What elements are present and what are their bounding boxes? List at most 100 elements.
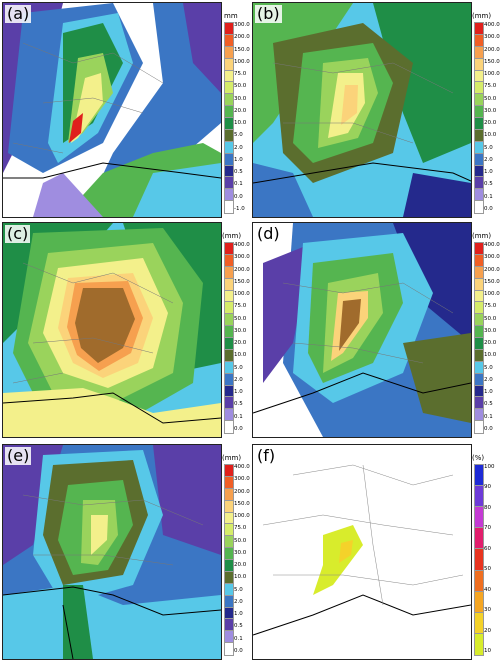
colorbar-d-tick: 5.0 xyxy=(484,364,493,371)
colorbar-c-tick: 400.0 xyxy=(234,242,250,248)
precip-map-b xyxy=(253,3,471,217)
colorbar-e-tick: 2.0 xyxy=(234,598,243,605)
colorbar-f-tick: 80 xyxy=(484,504,491,511)
colorbar-e-tick: 0.1 xyxy=(234,635,243,642)
colorbar-c-tick: 5.0 xyxy=(234,364,243,371)
colorbar-f-tick: 50 xyxy=(484,566,491,573)
colorbar-c-tick: 75.0 xyxy=(234,303,247,310)
colorbar-a-tick: 0.1 xyxy=(234,181,243,188)
colorbar-c-tick: 30.0 xyxy=(234,327,247,334)
precip-map-d xyxy=(253,223,471,437)
colorbar-b-tick: 10.0 xyxy=(484,132,497,139)
colorbar-d-tick: 30.0 xyxy=(484,327,497,334)
panel-f: (f) 100 90 80 70 60 50 40 30 20 10 (%) xyxy=(250,442,500,663)
colorbar-a-tick: 30.0 xyxy=(234,95,247,102)
colorbar-f-swatch xyxy=(474,485,484,509)
colorbar-b-tick: 150.0 xyxy=(484,58,500,65)
colorbar-d-tick: 0.1 xyxy=(484,413,493,420)
colorbar-a: 300.0 200.0 150.0 100.0 75.0 50.0 30.0 20.0 10.0… xyxy=(224,22,250,214)
colorbar-e-swatch xyxy=(224,642,234,656)
colorbar-b-tick: 300.0 xyxy=(484,34,500,41)
colorbar-unit-d: (mm) xyxy=(472,232,492,240)
colorbar-b-tick: 20.0 xyxy=(484,120,497,127)
colorbar-c-tick: 10.0 xyxy=(234,352,247,359)
colorbar-b-tick: 100.0 xyxy=(484,71,500,78)
colorbar-c-swatch xyxy=(224,420,234,434)
colorbar-a-tick: 75.0 xyxy=(234,71,247,78)
colorbar-d-tick: 400.0 xyxy=(484,242,500,248)
precip-map-a xyxy=(3,3,221,217)
colorbar-e-tick: 300.0 xyxy=(234,476,250,483)
colorbar-a-tick: 300.0 xyxy=(234,22,250,28)
colorbar-c-tick: 1.0 xyxy=(234,389,243,396)
colorbar-b-tick: 400.0 xyxy=(484,22,500,28)
colorbar-c-tick: 200.0 xyxy=(234,266,250,273)
colorbar-c-tick: 2.0 xyxy=(234,376,243,383)
colorbar-a-tick: 10.0 xyxy=(234,120,247,127)
colorbar-unit-e: (mm) xyxy=(222,454,242,462)
colorbar-f-swatch xyxy=(474,548,484,572)
colorbar-a-tick: 0.0 xyxy=(234,193,243,200)
colorbar-b-tick: 0.1 xyxy=(484,193,493,200)
colorbar-d: 400.0 300.0 200.0 150.0 100.0 75.0 50.0 30.0 20.… xyxy=(474,242,500,434)
colorbar-c-tick: 20.0 xyxy=(234,340,247,347)
colorbar-d-tick: 2.0 xyxy=(484,376,493,383)
panel-a: (a) 300.0 200.0 150.0 100.0 75.0 50.0 30.0 20.0… xyxy=(0,0,250,220)
colorbar-c-tick: 0.0 xyxy=(234,426,243,432)
colorbar-b-tick: 50.0 xyxy=(484,95,497,102)
colorbar-f-swatch xyxy=(474,527,484,551)
colorbar-e-tick: 1.0 xyxy=(234,611,243,618)
colorbar-d-tick: 10.0 xyxy=(484,352,497,359)
colorbar-f-tick: 10 xyxy=(484,648,491,654)
colorbar-b-tick: 0.0 xyxy=(484,206,493,212)
colorbar-d-tick: 300.0 xyxy=(484,254,500,261)
colorbar-e-tick: 0.0 xyxy=(234,648,243,654)
colorbar-e-tick: 30.0 xyxy=(234,549,247,556)
colorbar-b-tick: 5.0 xyxy=(484,144,493,151)
colorbar-a-tick: 150.0 xyxy=(234,46,250,53)
map-d: (d) xyxy=(252,222,472,438)
panel-b: (b) 400.0 300.0 200.0 150.0 100.0 75.0 50.0 30.… xyxy=(250,0,500,220)
colorbar-b-tick: 200.0 xyxy=(484,46,500,53)
colorbar-b-tick: 75.0 xyxy=(484,83,497,90)
colorbar-c: 400.0 300.0 200.0 150.0 100.0 75.0 50.0 30.0 20.… xyxy=(224,242,250,434)
colorbar-b-swatch xyxy=(474,200,484,214)
colorbar-f-tick: 90 xyxy=(484,484,491,491)
map-b: (b) xyxy=(252,2,472,218)
panel-label-d: (d) xyxy=(255,224,282,243)
map-a: (a) xyxy=(2,2,222,218)
panel-label-b: (b) xyxy=(255,4,282,23)
colorbar-e-tick: 10.0 xyxy=(234,574,247,581)
colorbar-c-tick: 0.5 xyxy=(234,401,243,408)
colorbar-b-tick: 2.0 xyxy=(484,156,493,163)
colorbar-e-tick: 5.0 xyxy=(234,586,243,593)
colorbar-e-tick: 0.5 xyxy=(234,623,243,630)
colorbar-b-tick: 30.0 xyxy=(484,107,497,114)
panel-label-a: (a) xyxy=(5,4,32,23)
colorbar-d-tick: 100.0 xyxy=(484,291,500,298)
colorbar-a-tick: 1.0 xyxy=(234,156,243,163)
colorbar-unit-a: mm xyxy=(224,12,238,20)
colorbar-unit-f: (%) xyxy=(472,454,485,462)
colorbar-f-tick: 30 xyxy=(484,607,491,614)
colorbar-a-tick: 20.0 xyxy=(234,107,247,114)
colorbar-c-tick: 150.0 xyxy=(234,278,250,285)
colorbar-a-swatch xyxy=(224,200,234,214)
probability-map-f xyxy=(253,445,471,659)
colorbar-e-tick: 20.0 xyxy=(234,562,247,569)
map-e: (e) xyxy=(2,444,222,660)
colorbar-a-tick: 2.0 xyxy=(234,144,243,151)
colorbar-e-tick: 100.0 xyxy=(234,513,250,520)
colorbar-f-tick: 100 xyxy=(484,464,495,470)
colorbar-f-tick: 40 xyxy=(484,586,491,593)
colorbar-e-tick: 150.0 xyxy=(234,500,250,507)
colorbar-d-tick: 0.0 xyxy=(484,426,493,432)
panel-label-e: (e) xyxy=(5,446,32,465)
colorbar-a-tick: 50.0 xyxy=(234,83,247,90)
colorbar-f: 100 90 80 70 60 50 40 30 20 10 xyxy=(474,464,500,656)
colorbar-f-tick: 70 xyxy=(484,525,491,532)
panel-e: (e) 400.0 300.0 200.0 150.0 100.0 75.0 50.0 30.… xyxy=(0,442,250,663)
colorbar-f-swatch xyxy=(474,632,484,656)
colorbar-d-tick: 75.0 xyxy=(484,303,497,310)
